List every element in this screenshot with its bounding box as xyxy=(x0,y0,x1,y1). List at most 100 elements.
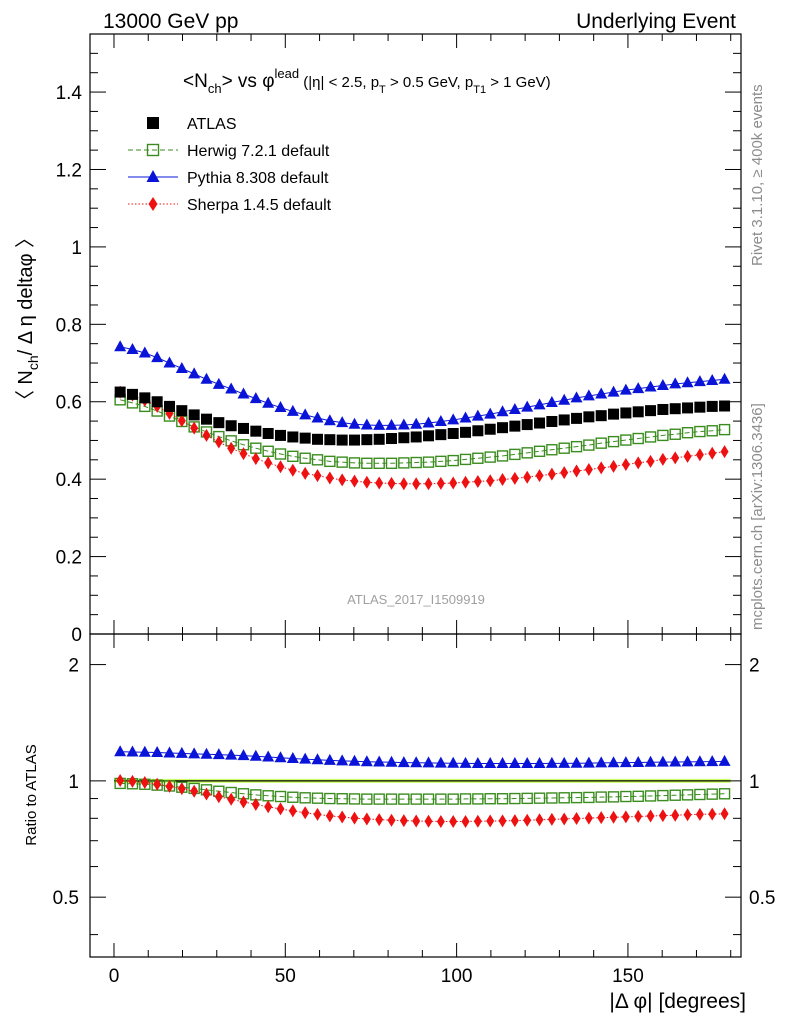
atlas-main-point xyxy=(237,422,249,434)
herwig-main-point xyxy=(299,452,311,464)
pythia-ratio-point xyxy=(138,745,151,757)
sherpa-main-point xyxy=(264,456,273,470)
pythia-ratio-point xyxy=(434,756,447,768)
atlas-main-point xyxy=(682,402,694,414)
atlas-main-point xyxy=(324,434,336,446)
sherpa-main-point xyxy=(708,446,717,460)
sherpa-main-point xyxy=(412,477,421,491)
sherpa-ratio-point xyxy=(498,814,507,828)
herwig-main-point xyxy=(459,453,472,466)
sherpa-ratio-point xyxy=(239,795,248,809)
herwig-ratio-point xyxy=(681,789,694,801)
title-cut-1-sub: T1 xyxy=(473,84,486,96)
sherpa-ratio-point xyxy=(473,814,482,828)
herwig-main-point xyxy=(422,456,435,468)
pythia-ratio-point xyxy=(336,754,349,766)
herwig-ratio-point xyxy=(583,791,595,804)
pythia-main-point xyxy=(274,401,287,413)
pythia-ratio-point xyxy=(249,749,262,761)
sherpa-main-point xyxy=(473,474,482,488)
pythia-ratio-point xyxy=(385,755,398,767)
sherpa-ratio-point xyxy=(264,800,273,814)
herwig-ratio-point xyxy=(299,792,311,804)
x-axis-label: |Δ φ| [degrees] xyxy=(609,990,746,1013)
legend-marker-pythia xyxy=(146,170,160,182)
pythia-ratio-point xyxy=(126,745,139,757)
atlas-main-point xyxy=(472,425,484,437)
pythia-ratio-point xyxy=(200,747,213,759)
herwig-ratio-point xyxy=(694,788,706,801)
herwig-main-point xyxy=(620,434,632,446)
main-series-group xyxy=(114,340,731,491)
pythia-main-point xyxy=(471,409,484,421)
atlas-main-point xyxy=(558,414,570,426)
sherpa-main-point xyxy=(227,441,236,455)
atlas-main-point xyxy=(299,432,311,444)
pythia-main-point xyxy=(262,396,275,408)
sherpa-ratio-point xyxy=(227,792,236,806)
pythia-ratio-point xyxy=(681,755,694,767)
ylabel-sub: ch xyxy=(25,355,41,370)
sherpa-ratio-point xyxy=(202,787,211,801)
sherpa-main-point xyxy=(387,476,396,490)
atlas-main-point xyxy=(608,408,620,420)
herwig-main-point xyxy=(657,429,669,442)
header-left: 13000 GeV pp xyxy=(103,10,238,33)
herwig-ratio-point xyxy=(546,792,558,804)
pythia-ratio-point xyxy=(570,756,583,768)
pythia-ratio-point xyxy=(656,755,669,767)
herwig-main-point xyxy=(595,437,607,449)
herwig-main-point xyxy=(484,451,496,463)
pythia-main-point xyxy=(114,340,127,352)
herwig-ratio-point xyxy=(274,790,287,803)
herwig-main-point xyxy=(410,456,422,469)
herwig-main-point xyxy=(472,452,484,464)
pythia-ratio-point xyxy=(286,751,299,763)
atlas-main-point xyxy=(546,415,558,427)
herwig-ratio-point xyxy=(472,793,484,805)
herwig-ratio-point xyxy=(373,793,385,805)
herwig-ratio-point xyxy=(324,792,336,805)
sherpa-ratio-point xyxy=(375,813,384,827)
herwig-ratio-point xyxy=(570,791,583,804)
legend-marker-atlas xyxy=(147,117,159,129)
herwig-main-point xyxy=(348,457,361,469)
pythia-main-point xyxy=(410,417,423,429)
pythia-main-point xyxy=(163,356,176,368)
atlas-main-point xyxy=(213,417,225,429)
sherpa-main-point xyxy=(671,451,680,465)
pythia-main-point xyxy=(188,367,201,379)
sherpa-ratio-point xyxy=(140,776,149,790)
sherpa-main-point xyxy=(609,459,618,473)
ratio-y-tick-label-right: 2 xyxy=(749,656,760,677)
pythia-main-point xyxy=(656,378,669,390)
pythia-ratio-point xyxy=(558,756,571,768)
legend-label-herwig: Herwig 7.2.1 default xyxy=(187,143,330,160)
sherpa-main-point xyxy=(523,470,532,484)
sherpa-main-point xyxy=(634,456,643,470)
herwig-main-point xyxy=(496,450,509,462)
legend-label-atlas: ATLAS xyxy=(187,116,237,133)
sherpa-main-point xyxy=(449,476,458,490)
atlas-main-point xyxy=(484,423,496,435)
pythia-ratio-point xyxy=(397,756,410,768)
pythia-ratio-point xyxy=(582,756,595,768)
sherpa-main-point xyxy=(350,474,359,488)
sherpa-main-point xyxy=(597,461,606,475)
sherpa-main-point xyxy=(239,447,248,461)
x-tick-label: 0 xyxy=(109,966,120,987)
atlas-main-point xyxy=(349,434,361,446)
legend-marker-herwig xyxy=(146,143,160,157)
herwig-main-point xyxy=(607,435,620,448)
pythia-main-point xyxy=(706,373,719,385)
herwig-main-point xyxy=(324,455,336,468)
pythia-main-point xyxy=(558,393,571,405)
ratio-y-tick-label: 0.5 xyxy=(53,888,79,909)
sherpa-ratio-point xyxy=(609,810,618,824)
sherpa-ratio-point xyxy=(560,812,569,826)
herwig-main-point xyxy=(274,448,287,460)
sherpa-ratio-point xyxy=(214,790,223,804)
main-y-tick-label: 0.4 xyxy=(56,470,83,491)
pythia-main-point xyxy=(311,411,324,423)
